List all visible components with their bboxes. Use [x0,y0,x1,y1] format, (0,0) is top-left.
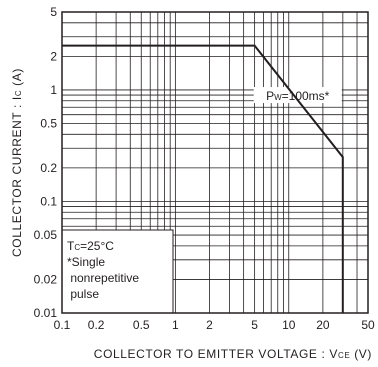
conditions-line: *Single [67,255,105,269]
x-tick-label: 20 [316,318,330,332]
y-tick-label: 0.1 [40,194,57,208]
y-tick-label: 2 [50,49,57,63]
x-axis-title: COLLECTOR TO EMITTER VOLTAGE : VCE (V) [94,347,372,361]
series-label: PW=100ms* [266,89,330,103]
y-tick-label: 1 [50,83,57,97]
y-tick-label: 0.05 [34,228,58,242]
plot-frame [61,11,369,314]
y-tick-label: 0.02 [34,272,58,286]
series-label-background [253,87,342,104]
tick-labels: 0.1 0.2 0.5 1 2 5 10 20 50 0.01 0.02 0.05 0.1 0.2 0.5 1… [34,5,375,332]
x-tick-label: 1 [172,318,179,332]
y-axis-title: COLLECTOR CURRENT : IC (A) [10,68,24,257]
x-tick-label: 0.5 [133,318,150,332]
y-tick-label: 0.01 [34,306,58,320]
x-tick-label: 10 [282,318,296,332]
y-tick-label: 5 [50,5,57,19]
conditions-line: pulse [67,287,99,301]
conditions-text: TC=25°C *Single nonrepetitive pulse [67,239,139,301]
x-tick-label: 2 [206,318,213,332]
y-tick-label: 0.2 [40,161,57,175]
conditions-line: nonrepetitive [67,271,139,285]
y-tick-label: 0.5 [40,117,57,131]
x-tick-label: 0.2 [88,318,105,332]
x-tick-label: 5 [251,318,258,332]
soa-curve [62,44,344,313]
x-tick-label: 50 [361,318,375,332]
x-tick-label: 0.1 [54,318,71,332]
conditions-line: TC=25°C [67,239,114,253]
